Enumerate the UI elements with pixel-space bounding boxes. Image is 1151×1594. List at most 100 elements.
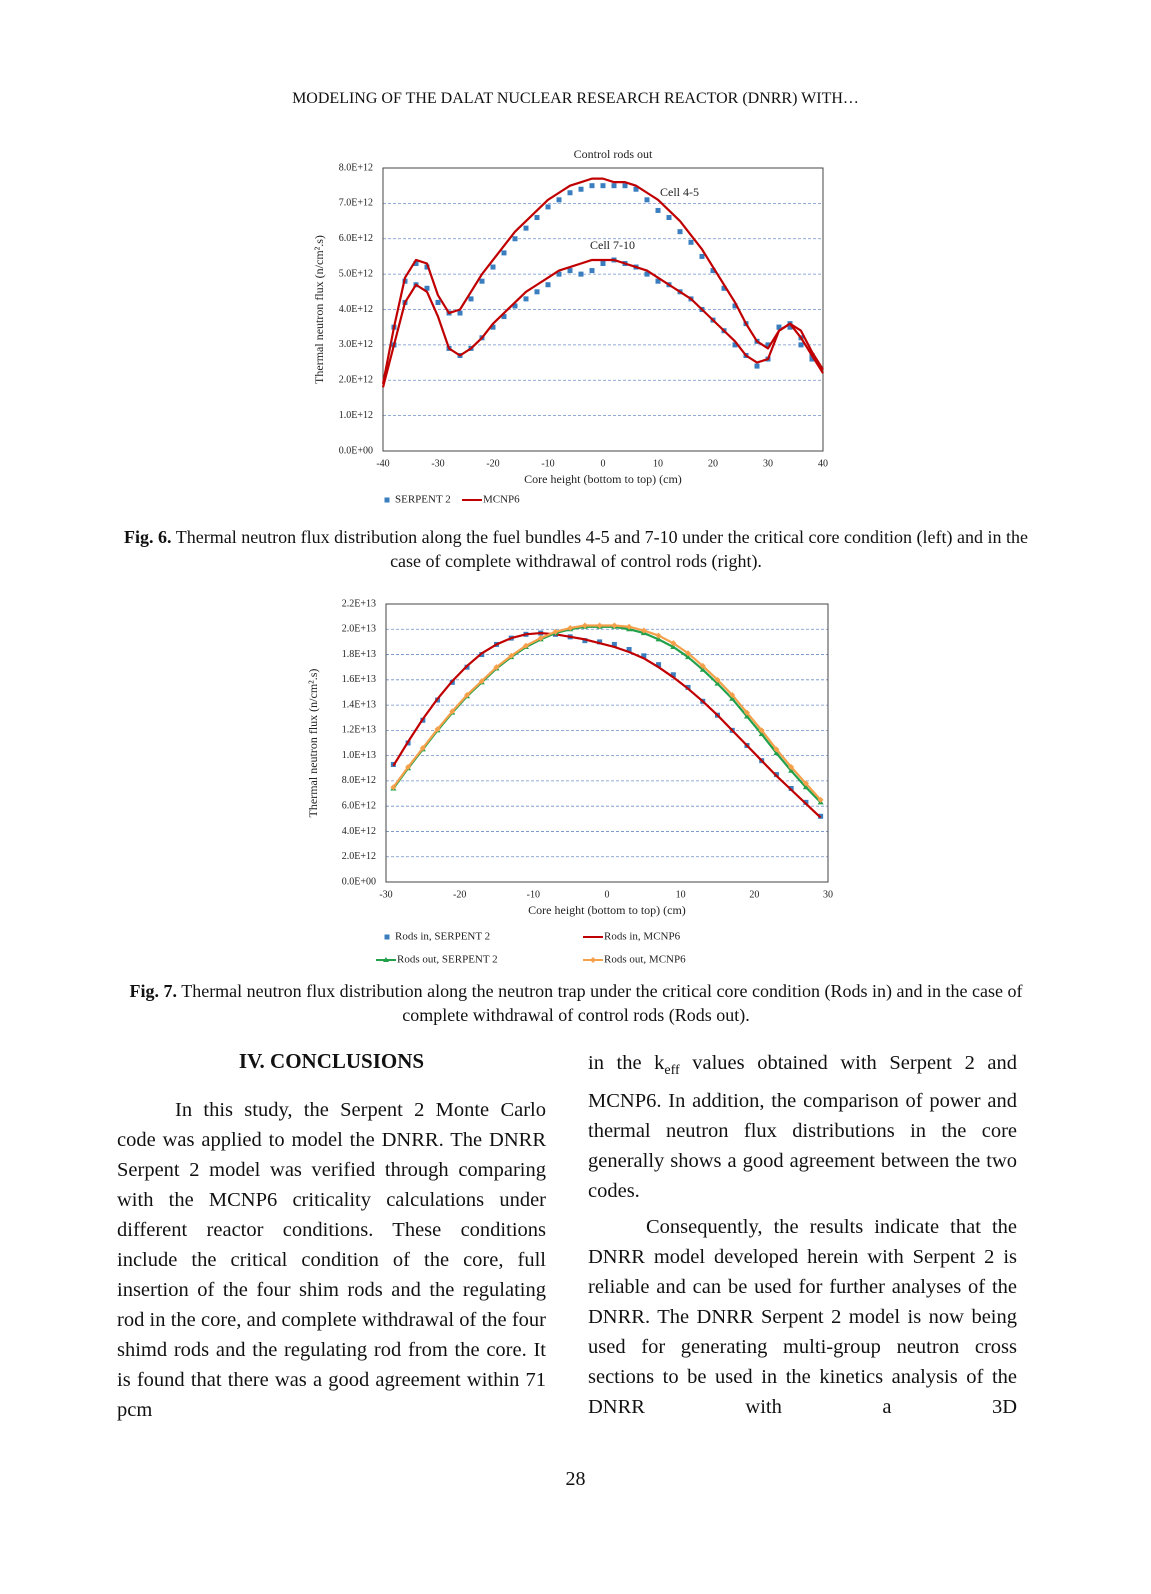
marker xyxy=(688,239,694,245)
marker xyxy=(582,638,588,644)
series-line xyxy=(381,177,824,384)
marker xyxy=(534,289,540,295)
y-tick-label: 1.6E+13 xyxy=(342,674,376,685)
y-tick-label: 6.0E+12 xyxy=(339,233,373,244)
marker xyxy=(817,796,824,803)
marker xyxy=(490,324,496,330)
marker xyxy=(626,623,633,630)
marker xyxy=(611,183,617,189)
x-tick-label: 0 xyxy=(601,458,606,469)
y-tick-label: 1.2E+13 xyxy=(342,725,376,736)
y-tick-label: 2.0E+12 xyxy=(339,375,373,386)
x-tick-label: 10 xyxy=(676,889,686,900)
marker xyxy=(512,303,518,309)
marker xyxy=(556,271,562,277)
marker xyxy=(677,229,683,235)
marker xyxy=(490,264,496,270)
y-tick-label: 2.2E+13 xyxy=(342,598,376,609)
marker xyxy=(523,225,529,231)
x-tick-label: 30 xyxy=(823,889,833,900)
y-axis-label: Thermal neutron flux (n/cm².s) xyxy=(306,669,320,818)
y-tick-label: 3.0E+12 xyxy=(339,339,373,350)
marker xyxy=(611,622,618,629)
marker xyxy=(501,250,507,256)
marker xyxy=(552,628,559,635)
marker xyxy=(787,324,793,330)
marker xyxy=(383,957,389,962)
marker xyxy=(670,672,676,678)
marker xyxy=(578,271,584,277)
marker xyxy=(537,635,544,642)
marker xyxy=(501,314,507,320)
marker xyxy=(670,643,677,649)
y-tick-label: 7.0E+12 xyxy=(339,198,373,209)
y-tick-label: 0.0E+00 xyxy=(342,876,376,887)
marker xyxy=(556,197,562,203)
marker xyxy=(600,261,606,267)
marker xyxy=(644,271,650,277)
legend-label: Rods out, SERPENT 2 xyxy=(397,954,498,966)
marker xyxy=(622,183,628,189)
x-axis-label: Core height (bottom to top) (cm) xyxy=(524,472,682,486)
marker xyxy=(656,662,662,668)
x-axis-label: Core height (bottom to top) (cm) xyxy=(528,903,686,917)
marker xyxy=(685,654,692,660)
marker xyxy=(611,641,617,647)
series-line xyxy=(381,258,824,388)
marker xyxy=(809,356,815,362)
marker xyxy=(493,664,500,671)
marker xyxy=(567,268,573,274)
marker xyxy=(424,264,430,270)
y-tick-label: 4.0E+12 xyxy=(339,304,373,315)
caption-text: Thermal neutron flux distribution along … xyxy=(175,527,1028,571)
marker xyxy=(655,632,662,639)
marker xyxy=(788,767,795,773)
marker xyxy=(478,678,485,685)
marker xyxy=(600,183,606,189)
marker xyxy=(508,652,515,659)
y-tick-label: 6.0E+12 xyxy=(342,800,376,811)
marker xyxy=(578,186,584,192)
marker xyxy=(479,278,485,284)
y-tick-label: 1.4E+13 xyxy=(342,699,376,710)
x-tick-label: -20 xyxy=(453,889,466,900)
marker xyxy=(512,236,518,242)
marker xyxy=(714,676,721,683)
marker xyxy=(670,640,677,647)
marker xyxy=(633,186,639,192)
marker xyxy=(581,622,588,629)
page-number: 28 xyxy=(565,1468,586,1490)
y-tick-label: 4.0E+12 xyxy=(342,826,376,837)
marker xyxy=(743,709,750,716)
marker xyxy=(655,636,662,642)
y-tick-label: 1.0E+12 xyxy=(339,410,373,421)
y-tick-label: 8.0E+12 xyxy=(342,775,376,786)
paragraph: Consequently, the results indicate that … xyxy=(588,1216,1017,1418)
marker xyxy=(729,691,736,698)
y-tick-label: 2.0E+12 xyxy=(342,851,376,862)
marker xyxy=(773,746,780,753)
y-tick-label: 1.8E+13 xyxy=(342,649,376,660)
marker xyxy=(457,310,463,316)
marker xyxy=(640,627,647,634)
x-tick-label: -20 xyxy=(486,458,499,469)
text: in the k xyxy=(588,1052,665,1074)
text: values obtained with Serpent 2 and MCNP6… xyxy=(588,1052,1017,1203)
series-line xyxy=(392,631,822,819)
plot-frame xyxy=(382,167,824,452)
marker xyxy=(765,342,771,348)
marker xyxy=(655,207,661,213)
marker xyxy=(597,639,603,645)
annotation: Cell 7-10 xyxy=(590,238,635,252)
y-axis-label: Thermal neutron flux (n/cm².s) xyxy=(312,235,326,384)
figure-caption: Fig. 7. Thermal neutron flux distributio… xyxy=(116,979,1036,1027)
marker xyxy=(522,642,529,649)
x-tick-label: 10 xyxy=(653,458,663,469)
marker xyxy=(390,784,397,791)
marker xyxy=(384,934,390,940)
marker xyxy=(699,666,706,672)
x-tick-label: -40 xyxy=(376,458,389,469)
annotation: Cell 4-5 xyxy=(660,185,699,199)
